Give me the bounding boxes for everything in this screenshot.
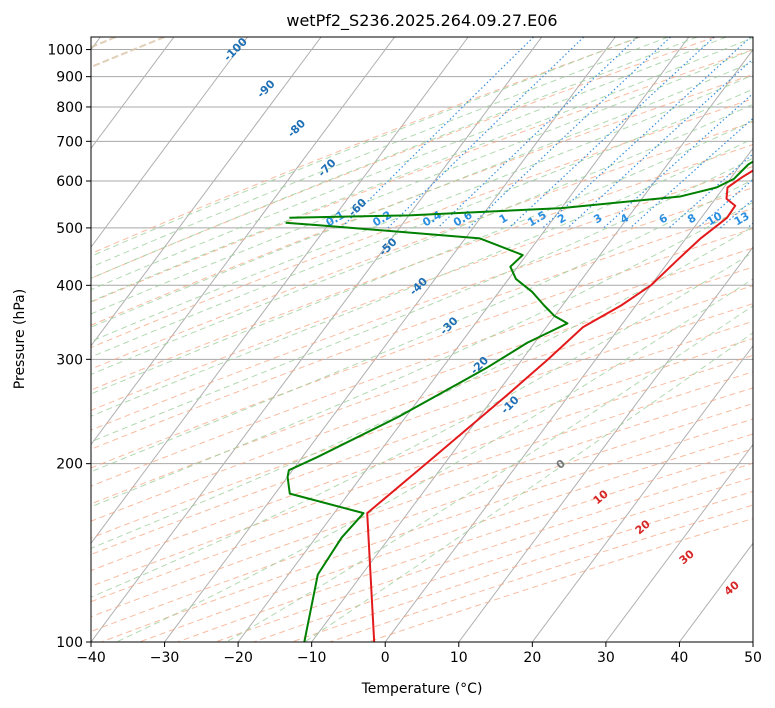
x-tick-label: 30 [597,650,615,666]
temperature-profile [366,169,753,642]
mixing-ratio-line [603,92,753,229]
dry-adiabat-line [253,476,753,642]
isotherm-line [752,641,753,642]
data-series [285,160,753,642]
isotherm-line [91,37,175,150]
moist-adiabat-line [91,49,753,315]
dry-adiabat-line [329,504,753,642]
y-tick-label: 600 [56,174,83,190]
x-tick-label: −40 [76,650,106,666]
dry-adiabat-line [177,448,753,642]
moist-adiabat-line [91,138,753,417]
mixing-ratio-line [668,153,753,229]
moist-adiabat-line [91,37,727,291]
y-tick-label: 400 [56,278,83,294]
isotherm-line [458,246,753,642]
chart-title: wetPf2_S236.2025.264.09.27.E06 [286,11,557,31]
mixing-ratio-line [770,37,775,228]
dewpoint-profile [285,221,569,642]
moist-adiabat-line [91,178,753,473]
x-tick-label: 10 [450,650,468,666]
dry-adiabat-line [91,337,753,572]
moist-adiabat-line [91,37,669,268]
y-axis-label: Pressure (hPa) [12,289,28,389]
x-tick-label: 50 [744,650,762,666]
dry-adiabat-line [91,144,753,391]
plot-frame [90,36,754,643]
mixing-ratio-line [567,58,753,229]
moist-adiabat-line [91,37,753,303]
mixing-ratio-line [387,37,585,229]
x-tick-label: −30 [150,650,180,666]
dry-adiabat-line [291,490,753,642]
moist-adiabat-line [91,61,753,328]
dry-adiabat-line [91,320,753,556]
dry-adiabat-line [91,247,753,487]
mixing-ratio-line [508,37,715,229]
isotherm-line [237,37,690,642]
moist-adiabat-line [91,37,639,257]
moist-adiabat-line [91,157,753,443]
y-tick-label: 800 [56,100,83,116]
y-tick-label: 900 [56,70,83,86]
y-tick-label: 1000 [47,43,83,59]
dry-adiabat-line [91,354,753,587]
isotherm-line [91,37,543,642]
mixing-ratio-label: 16 [754,209,774,228]
isotherm-line [91,37,396,446]
x-tick-label: 40 [671,650,689,666]
x-tick-label: −20 [223,650,253,666]
isotherm-line [384,147,753,642]
x-axis-ticks: −40 −30 −20 −10 0 10 20 30 40 50 [76,642,762,666]
isotherm-line [605,443,753,642]
isotherm-line [164,37,616,642]
y-tick-label: 700 [56,134,83,150]
isotherm-line [91,37,469,545]
dry-adiabat-line [139,433,753,642]
dry-adiabat-line [91,187,753,431]
isotherm-line [91,37,248,248]
isotherm-line [531,344,753,642]
x-tick-label: 0 [381,650,390,666]
dewpoint-profile [289,160,753,219]
x-axis-label: Temperature (°C) [361,681,483,697]
dry-adiabat-line [91,165,753,411]
mixing-ratio-line [437,37,638,229]
y-tick-label: 500 [56,221,83,237]
plot-background [91,37,753,642]
dry-adiabat-line [91,37,716,279]
y-axis-ticks: 100 200 300 400 500 600 700 800 900 1000 [47,43,91,651]
dry-adiabat-line [91,98,753,349]
dry-adiabat-line [91,49,753,303]
moist-adiabat-line [91,201,753,508]
dry-adiabat-line [215,462,753,642]
x-tick-label: −10 [297,650,327,666]
dry-adiabat-line [91,207,753,450]
moist-adiabat-line [91,74,753,342]
dry-adiabat-line [91,121,753,370]
y-tick-label: 100 [56,635,83,651]
y-tick-label: 300 [56,352,83,368]
x-tick-label: 20 [523,650,541,666]
dry-adiabat-line [91,227,753,469]
y-tick-label: 200 [56,457,83,473]
